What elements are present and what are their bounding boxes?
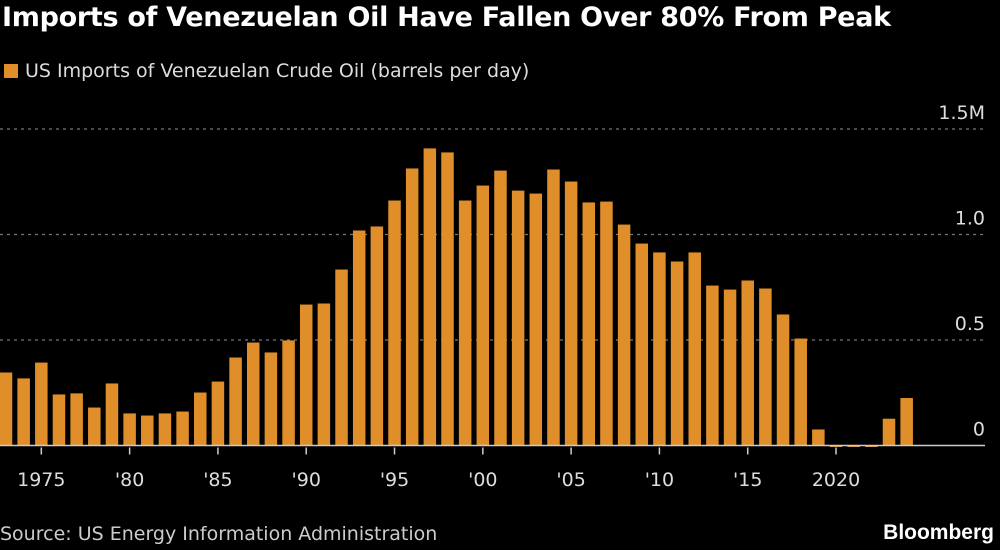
bar-1997	[423, 148, 437, 446]
bar-1979	[105, 383, 119, 446]
bar-2017	[776, 314, 790, 446]
bar-1982	[158, 413, 172, 446]
x-tick-label: 2020	[812, 469, 860, 491]
bar-1973	[0, 372, 13, 446]
bar-2003	[529, 193, 543, 446]
bar-1978	[88, 407, 101, 446]
bar-1988	[264, 352, 278, 446]
bar-2004	[547, 169, 560, 446]
bar-2011	[670, 261, 684, 446]
bar-1985	[211, 381, 225, 446]
bar-2007	[600, 201, 613, 446]
x-tick-label: '95	[380, 469, 409, 491]
bar-2008	[617, 224, 631, 446]
bar-1998	[441, 152, 454, 446]
bar-1994	[370, 226, 384, 446]
chart-title: Imports of Venezuelan Oil Have Fallen Ov…	[2, 2, 891, 33]
bar-1993	[352, 230, 366, 446]
source-note: Source: US Energy Information Administra…	[0, 523, 438, 545]
bar-1989	[282, 340, 295, 446]
bar-2016	[759, 288, 772, 446]
bar-2013	[706, 285, 719, 446]
bar-2009	[635, 243, 649, 446]
x-tick-label: 1975	[17, 469, 65, 491]
bar-1995	[388, 200, 401, 446]
bar-2006	[582, 202, 596, 446]
bar-2012	[688, 252, 701, 446]
x-tick-label: '05	[556, 469, 585, 491]
bar-1984	[194, 392, 207, 446]
x-tick-label: '90	[292, 469, 321, 491]
x-tick-label: '85	[203, 469, 232, 491]
bar-2019	[812, 429, 825, 446]
y-tick-label: 1.5M	[938, 102, 985, 124]
bar-2023	[882, 418, 896, 446]
bar-1975	[35, 362, 48, 446]
bar-2018	[794, 338, 807, 446]
legend-swatch	[4, 64, 18, 78]
x-tick-label: '00	[468, 469, 497, 491]
bar-1977	[70, 393, 83, 446]
bar-2002	[511, 190, 525, 446]
y-tick-label: 1.0	[955, 208, 985, 230]
bar-1999	[458, 200, 472, 446]
bar-1980	[123, 413, 136, 446]
bar-2015	[741, 280, 754, 446]
bloomberg-logo: Bloomberg	[883, 521, 994, 544]
bar-2010	[653, 252, 666, 446]
bar-2001	[494, 170, 507, 446]
bar-2000	[476, 185, 490, 446]
bar-1974	[17, 378, 30, 446]
y-tick-label: 0	[973, 419, 985, 441]
legend-label: US Imports of Venezuelan Crude Oil (barr…	[25, 60, 530, 82]
x-tick-label: '10	[645, 469, 674, 491]
bar-1996	[405, 168, 419, 446]
bar-1990	[299, 304, 313, 446]
legend: US Imports of Venezuelan Crude Oil (barr…	[4, 60, 529, 82]
bar-2024	[900, 398, 913, 446]
bar-1987	[246, 342, 260, 446]
x-tick-label: '80	[115, 469, 144, 491]
y-tick-label: 0.5	[955, 313, 985, 335]
x-tick-label: '15	[733, 469, 762, 491]
bar-1981	[141, 415, 154, 446]
bar-1983	[176, 411, 189, 446]
bar-1992	[335, 269, 348, 446]
bar-2005	[564, 181, 578, 446]
bar-1991	[317, 303, 331, 446]
bar-2014	[723, 289, 737, 446]
bar-1976	[52, 394, 66, 446]
bar-1986	[229, 357, 242, 446]
